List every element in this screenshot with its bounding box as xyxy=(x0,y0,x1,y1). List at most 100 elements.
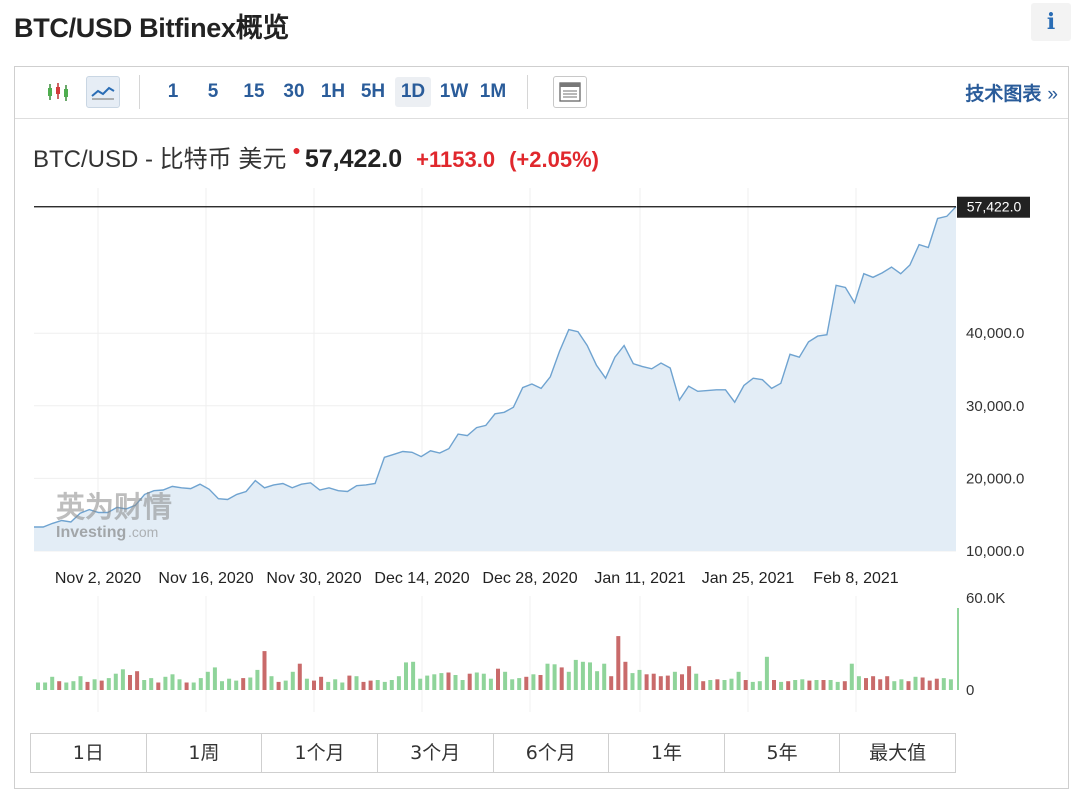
toolbar-divider xyxy=(139,75,140,109)
line-chart-icon[interactable] xyxy=(86,76,120,108)
range-1-week[interactable]: 1周 xyxy=(147,734,263,772)
volume-bar xyxy=(630,673,635,690)
volume-bar xyxy=(878,679,883,690)
volume-bar xyxy=(715,679,720,690)
x-tick-label: Jan 11, 2021 xyxy=(594,570,685,587)
volume-bar xyxy=(934,678,939,690)
volume-bar xyxy=(248,677,253,690)
volume-bar xyxy=(722,680,727,690)
interval-1w[interactable]: 1W xyxy=(439,81,469,102)
volume-bar xyxy=(333,679,338,690)
volume-bar xyxy=(503,671,508,690)
volume-bar xyxy=(432,674,437,690)
volume-bar xyxy=(418,678,423,690)
interval-1h[interactable]: 1H xyxy=(320,81,346,102)
volume-bar xyxy=(404,662,408,690)
x-tick-label: Nov 2, 2020 xyxy=(55,570,141,587)
quote-line: BTC/USD - 比特币 美元 ● 57,422.0 +1153.0 (+2.05%) xyxy=(33,139,599,174)
volume-bar xyxy=(135,671,140,690)
range-6-month[interactable]: 6个月 xyxy=(494,734,610,772)
volume-bar xyxy=(57,681,62,690)
volume-bar xyxy=(510,679,515,690)
table-icon[interactable] xyxy=(553,76,587,108)
volume-bar xyxy=(304,678,309,690)
y-tick-label: 30,000.0 xyxy=(966,398,1024,415)
volume-bar xyxy=(71,681,76,690)
x-tick-label: Feb 8, 2021 xyxy=(813,570,899,587)
interval-5h[interactable]: 5H xyxy=(360,81,386,102)
price-change: +1153.0 xyxy=(416,147,496,172)
range-1-year[interactable]: 1年 xyxy=(609,734,725,772)
volume-bar xyxy=(580,661,585,690)
volume-bar xyxy=(184,682,189,690)
volume-bar xyxy=(835,681,840,690)
volume-bar xyxy=(488,678,493,690)
volume-bar xyxy=(800,679,805,690)
y-tick-label: 10,000.0 xyxy=(966,543,1024,560)
volume-bar xyxy=(276,681,281,690)
volume-bar xyxy=(680,674,684,690)
volume-bar xyxy=(524,676,529,690)
price-chart[interactable]: 57,422.0 40,000.0 30,000.0 20,000.0 10,000.0… xyxy=(0,0,1080,730)
volume-bar xyxy=(142,680,147,690)
volume-bar xyxy=(885,676,890,690)
volume-bar xyxy=(241,678,246,690)
volume-bar xyxy=(474,672,479,690)
y-tick-label: 40,000.0 xyxy=(966,325,1024,342)
live-dot-icon: ● xyxy=(292,142,301,158)
interval-1m[interactable]: 1M xyxy=(479,81,507,102)
volume-bar xyxy=(786,681,791,690)
volume-bar xyxy=(623,661,628,690)
range-5-year[interactable]: 5年 xyxy=(725,734,841,772)
volume-bar xyxy=(368,680,373,690)
interval-1[interactable]: 1 xyxy=(167,81,179,102)
volume-bar xyxy=(99,680,104,690)
info-icon[interactable]: i xyxy=(1031,3,1071,41)
volume-bar xyxy=(602,663,607,690)
chart-panel: 1 5 15 30 1H 5H 1D 1W 1M 技术图表» BTC/USD -… xyxy=(14,66,1069,789)
volume-bar xyxy=(106,678,111,690)
interval-15[interactable]: 15 xyxy=(243,81,265,102)
volume-bar xyxy=(312,680,316,690)
double-chevron-right-icon: » xyxy=(1047,84,1058,105)
interval-30[interactable]: 30 xyxy=(283,81,305,102)
volume-bar xyxy=(212,667,217,690)
volume-bar xyxy=(319,676,324,690)
volume-bar xyxy=(701,681,706,690)
volume-bar xyxy=(113,673,118,690)
volume-bar xyxy=(779,681,784,690)
chart-toolbar: 1 5 15 30 1H 5H 1D 1W 1M 技术图表» xyxy=(15,67,1068,119)
range-3-month[interactable]: 3个月 xyxy=(378,734,494,772)
page-title: BTC/USD Bitfinex概览 xyxy=(14,13,290,43)
volume-bar xyxy=(672,671,677,690)
volume-bar xyxy=(913,676,918,690)
volume-bar xyxy=(658,676,663,690)
interval-1d[interactable]: 1D xyxy=(395,77,431,107)
volume-bar xyxy=(255,669,260,690)
volume-bar xyxy=(906,681,911,690)
x-tick-label: Dec 14, 2020 xyxy=(374,570,469,587)
tech-chart-link[interactable]: 技术图表» xyxy=(965,79,1058,106)
volume-bar xyxy=(651,673,656,690)
volume-bar xyxy=(821,680,826,690)
range-selector: 1日 1周 1个月 3个月 6个月 1年 5年 最大值 xyxy=(30,733,956,773)
range-1-month[interactable]: 1个月 xyxy=(262,734,378,772)
range-1-day[interactable]: 1日 xyxy=(31,734,147,772)
volume-bar xyxy=(842,681,847,690)
volume-bar xyxy=(644,674,649,690)
volume-bar xyxy=(156,682,161,690)
volume-bar xyxy=(382,681,387,690)
price-change-percent: (+2.05%) xyxy=(509,147,599,172)
volume-bar xyxy=(120,669,125,690)
interval-5[interactable]: 5 xyxy=(207,81,219,102)
volume-bar xyxy=(290,671,295,690)
volume-bar xyxy=(687,666,692,690)
price-area xyxy=(34,206,956,551)
range-max[interactable]: 最大值 xyxy=(869,742,927,764)
volume-bar xyxy=(64,682,69,690)
candlestick-icon[interactable] xyxy=(41,76,75,108)
volume-bar xyxy=(588,662,592,690)
volume-bar xyxy=(708,680,713,690)
volume-bar xyxy=(694,673,699,690)
volume-bar xyxy=(191,682,196,690)
